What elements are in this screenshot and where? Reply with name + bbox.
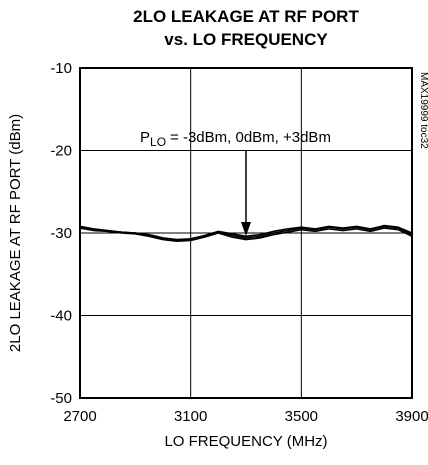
annotation-text: P xyxy=(140,129,150,146)
y-axis-label: 2LO LEAKAGE AT RF PORT (dBm) xyxy=(7,114,24,352)
x-tick-label: 2700 xyxy=(63,408,96,425)
y-tick-label: -40 xyxy=(50,308,72,325)
y-tick-label: -30 xyxy=(50,225,72,242)
annotation-rest: = -3dBm, 0dBm, +3dBm xyxy=(170,129,331,146)
data-line xyxy=(79,224,413,241)
y-tick-label: -50 xyxy=(50,390,72,407)
x-tick-label: 3100 xyxy=(174,408,207,425)
annotation: PLO = -3dBm, 0dBm, +3dBm xyxy=(140,129,331,149)
data-line xyxy=(79,227,413,243)
y-tick-label: -20 xyxy=(50,143,72,160)
x-axis-label: LO FREQUENCY (MHz) xyxy=(164,433,327,450)
arrow-head xyxy=(241,222,251,236)
x-tick-label: 3900 xyxy=(395,408,428,425)
x-tick-label: 3500 xyxy=(285,408,318,425)
annotation-subscript: LO xyxy=(150,135,166,149)
chart-title: vs. LO FREQUENCY xyxy=(164,30,328,49)
side-note: MAX19999 toc32 xyxy=(418,72,428,149)
y-tick-label: -10 xyxy=(50,60,72,77)
chart-title: 2LO LEAKAGE AT RF PORT xyxy=(133,7,359,26)
